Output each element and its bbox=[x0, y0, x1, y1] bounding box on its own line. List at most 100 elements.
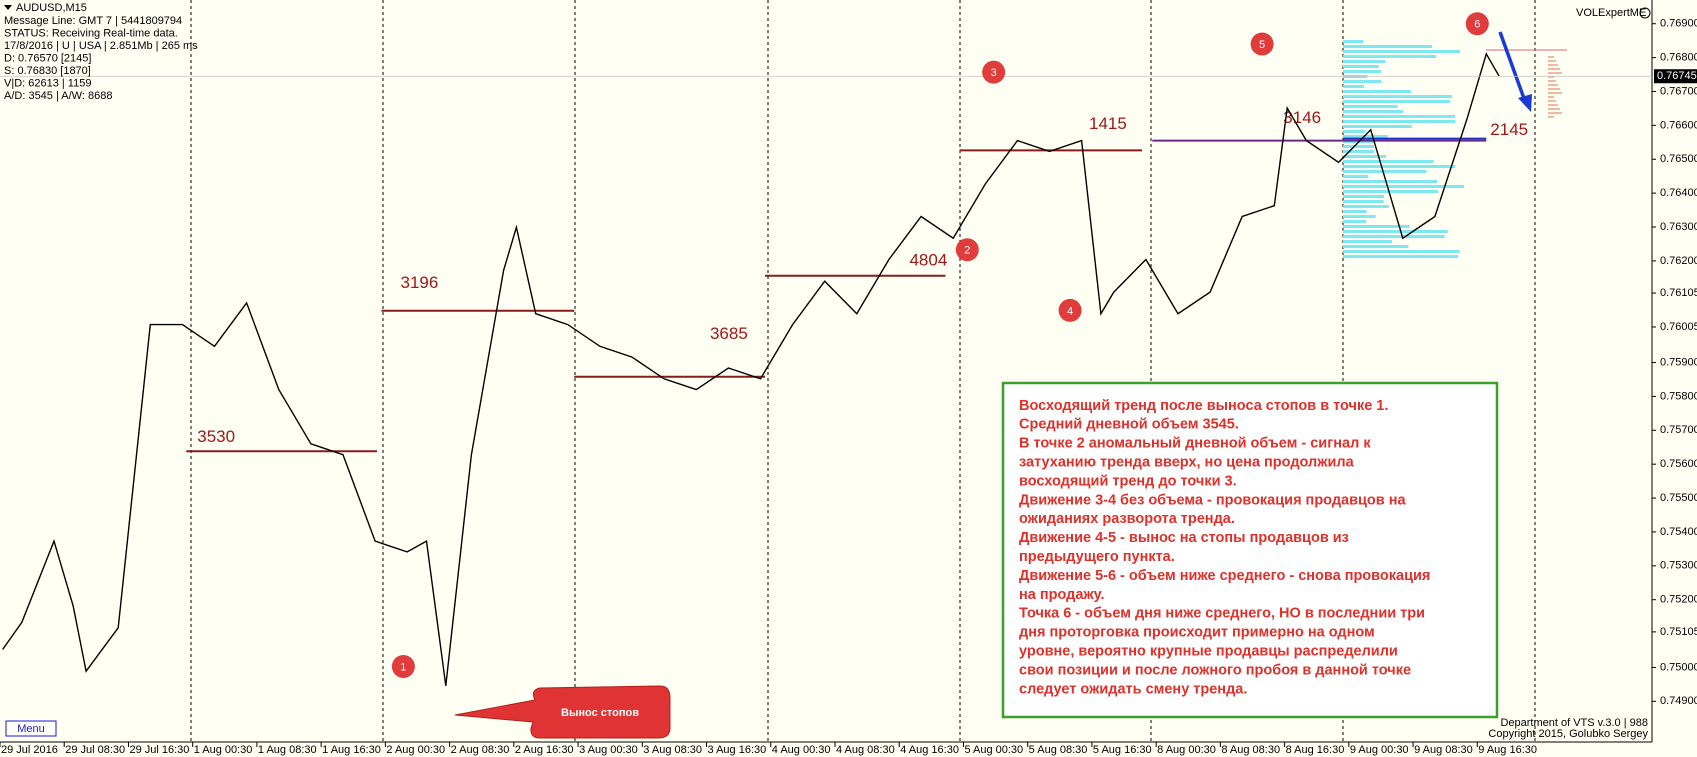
profile-bar bbox=[1343, 90, 1412, 93]
y-tick-label: 0.74900 bbox=[1660, 695, 1697, 707]
x-tick-label: 2 Aug 00:30 bbox=[386, 744, 445, 756]
note-line: предыдущего пункта. bbox=[1019, 549, 1175, 565]
point-label: 3 bbox=[991, 67, 997, 79]
menu-button[interactable] bbox=[5, 720, 57, 737]
profile-bar bbox=[1343, 65, 1379, 68]
indicator-name: VOLExpertME bbox=[1576, 7, 1646, 19]
note-line: Точка 6 - объем дня ниже среднего, НО в … bbox=[1019, 606, 1425, 622]
info-line: S: 0.76830 [1870] bbox=[4, 65, 91, 77]
x-tick-label: 4 Aug 00:30 bbox=[772, 744, 831, 756]
profile-bar bbox=[1343, 200, 1384, 203]
profile-bar bbox=[1548, 88, 1560, 90]
profile-bar bbox=[1343, 205, 1389, 208]
profile-bar bbox=[1343, 165, 1456, 168]
volume-label: 1415 bbox=[1089, 114, 1127, 133]
volume-label: 3196 bbox=[401, 273, 439, 292]
profile-bar bbox=[1343, 170, 1427, 173]
info-line: D: 0.76570 [2145] bbox=[4, 52, 91, 64]
y-tick-label: 0.75000 bbox=[1660, 661, 1697, 673]
profile-bar bbox=[1343, 80, 1382, 83]
note-line: ожиданиях разворота тренда. bbox=[1019, 511, 1235, 527]
profile-bar bbox=[1343, 185, 1465, 188]
profile-bar bbox=[1343, 45, 1432, 48]
profile-bar bbox=[1343, 195, 1384, 198]
x-tick-label: 29 Jul 2016 bbox=[1, 744, 58, 756]
y-tick-label: 0.75800 bbox=[1660, 390, 1697, 402]
y-tick-label: 0.75700 bbox=[1660, 424, 1697, 436]
y-tick-label: 0.76300 bbox=[1660, 221, 1697, 233]
note-line: Восходящий тренд после выноса стопов в т… bbox=[1019, 398, 1388, 414]
note-line: уровне, вероятно крупные продавцы распре… bbox=[1019, 644, 1398, 660]
profile-bar bbox=[1548, 112, 1562, 114]
y-tick-label: 0.75300 bbox=[1660, 560, 1697, 572]
x-tick-label: 9 Aug 08:30 bbox=[1414, 744, 1473, 756]
profile-bar bbox=[1343, 145, 1374, 148]
profile-bar bbox=[1548, 116, 1554, 118]
profile-bar bbox=[1343, 225, 1410, 228]
x-tick-label: 8 Aug 00:30 bbox=[1157, 744, 1216, 756]
volume-label: 4804 bbox=[909, 250, 947, 269]
profile-bar bbox=[1548, 96, 1554, 98]
profile-bar bbox=[1548, 60, 1556, 62]
volume-label: 2145 bbox=[1490, 120, 1528, 139]
profile-bar bbox=[1343, 230, 1448, 233]
y-tick-label: 0.75400 bbox=[1660, 526, 1697, 538]
x-tick-label: 5 Aug 00:30 bbox=[964, 744, 1023, 756]
profile-bar bbox=[1343, 240, 1393, 243]
point-label: 1 bbox=[400, 661, 406, 673]
note-line: следует ожидать смену тренда. bbox=[1019, 681, 1247, 697]
point-label: 6 bbox=[1474, 19, 1480, 31]
profile-bar bbox=[1548, 64, 1558, 66]
arrow bbox=[1498, 31, 1528, 105]
profile-bar bbox=[1343, 180, 1438, 183]
x-tick-label: 9 Aug 00:30 bbox=[1350, 744, 1409, 756]
profile-bar bbox=[1343, 160, 1434, 163]
x-tick-label: 8 Aug 16:30 bbox=[1286, 744, 1345, 756]
volume-label: 3146 bbox=[1283, 108, 1321, 127]
note-line: В точке 2 аномальный дневной объем - сиг… bbox=[1019, 436, 1371, 452]
x-tick-label: 3 Aug 08:30 bbox=[643, 744, 702, 756]
x-tick-label: 1 Aug 16:30 bbox=[322, 744, 381, 756]
info-line: Message Line: GMT 7 | 5441809794 bbox=[4, 15, 182, 27]
profile-bar bbox=[1548, 80, 1556, 82]
profile-bar bbox=[1343, 40, 1363, 43]
note-line: Движение 3-4 без объема - провокация про… bbox=[1019, 492, 1406, 508]
y-tick-label: 0.76200 bbox=[1660, 255, 1697, 267]
profile-bar bbox=[1343, 175, 1369, 178]
profile-bar bbox=[1343, 130, 1366, 133]
y-tick-label: 0.76800 bbox=[1660, 52, 1697, 64]
profile-bar bbox=[1343, 125, 1412, 128]
note-box bbox=[1001, 381, 1499, 719]
note-line: Движение 4-5 - вынос на стопы продавцов … bbox=[1019, 530, 1349, 546]
profile-bar bbox=[1343, 85, 1364, 88]
x-tick-label: 3 Aug 16:30 bbox=[708, 744, 767, 756]
profile-bar bbox=[1548, 108, 1560, 110]
info-line: 17/8/2016 | U | USA | 2.851Mb | 265 ms bbox=[4, 40, 198, 52]
y-tick-label: 0.76005 bbox=[1660, 321, 1697, 333]
profile-bar bbox=[1343, 190, 1439, 193]
info-line: STATUS: Receiving Real-time data. bbox=[4, 27, 178, 39]
profile-bar bbox=[1343, 55, 1437, 58]
profile-bar bbox=[1343, 215, 1376, 218]
profile-bar bbox=[1548, 104, 1558, 106]
x-tick-label: 5 Aug 08:30 bbox=[1029, 744, 1088, 756]
menu-label[interactable]: Menu bbox=[17, 723, 45, 735]
y-tick-label: 0.75105 bbox=[1660, 626, 1697, 638]
y-tick-label: 0.75600 bbox=[1660, 458, 1697, 470]
profile-bar bbox=[1343, 100, 1451, 103]
current-price-label: 0.76745 bbox=[1657, 70, 1697, 82]
profile-bar bbox=[1343, 60, 1386, 63]
indicator-icon[interactable] bbox=[1639, 7, 1651, 19]
current-price-box bbox=[1654, 69, 1697, 84]
y-tick-label: 0.75900 bbox=[1660, 356, 1697, 368]
note-line: свои позиции и после ложного пробоя в да… bbox=[1019, 662, 1411, 678]
point-marker bbox=[1465, 12, 1489, 36]
x-tick-label: 29 Jul 16:30 bbox=[129, 744, 189, 756]
profile-bar bbox=[1343, 255, 1459, 258]
x-tick-label: 4 Aug 08:30 bbox=[836, 744, 895, 756]
profile-bar bbox=[1343, 50, 1461, 53]
profile-bar bbox=[1548, 72, 1562, 74]
x-tick-label: 2 Aug 16:30 bbox=[515, 744, 574, 756]
footer-line: Copyright 2015, Golubko Sergey bbox=[1488, 728, 1648, 740]
